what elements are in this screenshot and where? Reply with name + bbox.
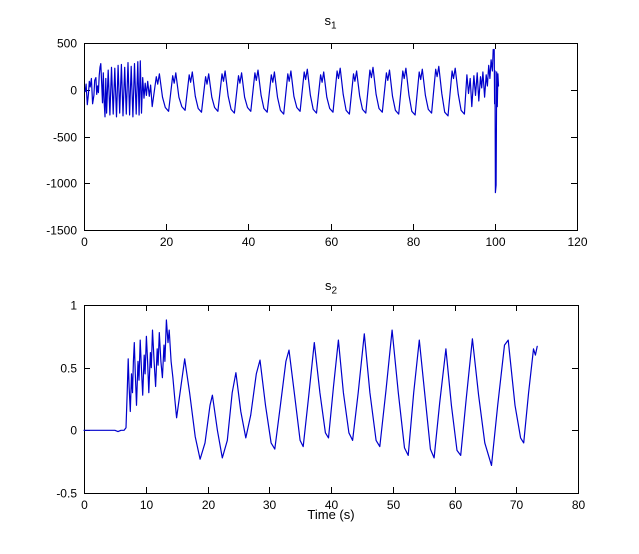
y-tick-label: -0.5 [56,487,77,501]
s1-signal-line [84,48,500,194]
x-tick-label: 0 [81,498,88,512]
x-tick-label: 10 [140,498,154,512]
subplot2-title-sub: 2 [331,285,338,297]
subplot-s2-axes: 0 10 20 30 40 50 60 70 80 1 0.5 0 -0.5 [56,299,585,513]
axes-box [84,305,579,494]
x-tick-label: 60 [449,498,463,512]
x-tick-label: 40 [242,235,256,249]
x-tick-label: 80 [407,235,421,249]
y-tick-label: -500 [53,131,77,145]
y-tick-label: 0 [70,424,77,438]
y-tick-label: -1500 [46,224,77,238]
y-tick-label: 1 [70,299,77,313]
subplot2-title-main: s [324,278,332,293]
y-tick-label: -1000 [46,177,77,191]
subplot2-title: s2 [84,278,578,297]
x-tick-label: 80 [572,498,586,512]
x-tick-label: 70 [510,498,524,512]
x-tick-label: 120 [567,235,587,249]
x-tick-label: 30 [263,498,277,512]
y-tick-label: 500 [57,37,77,51]
subplot2-xlabel: Time (s) [307,507,355,522]
x-tick-label: 0 [81,235,88,249]
subplot-s1-axes: 0 20 40 60 80 100 120 500 0 -500 -1000 -1500 [46,37,588,250]
subplot1-title: s1 [84,13,577,32]
x-tick-label: 20 [202,498,216,512]
axes-box [84,43,578,231]
x-tick-label: 20 [160,235,174,249]
subplot1-title-sub: 1 [330,20,337,32]
x-tick-label: 100 [485,235,505,249]
x-tick-label: 50 [387,498,401,512]
x-tick-label: 60 [325,235,339,249]
subplot1-title-main: s [324,13,331,28]
y-tick-label: 0.5 [60,362,77,376]
x-tick-label: 40 [325,498,339,512]
y-tick-label: 0 [70,84,77,98]
s2-signal-line [83,319,538,466]
